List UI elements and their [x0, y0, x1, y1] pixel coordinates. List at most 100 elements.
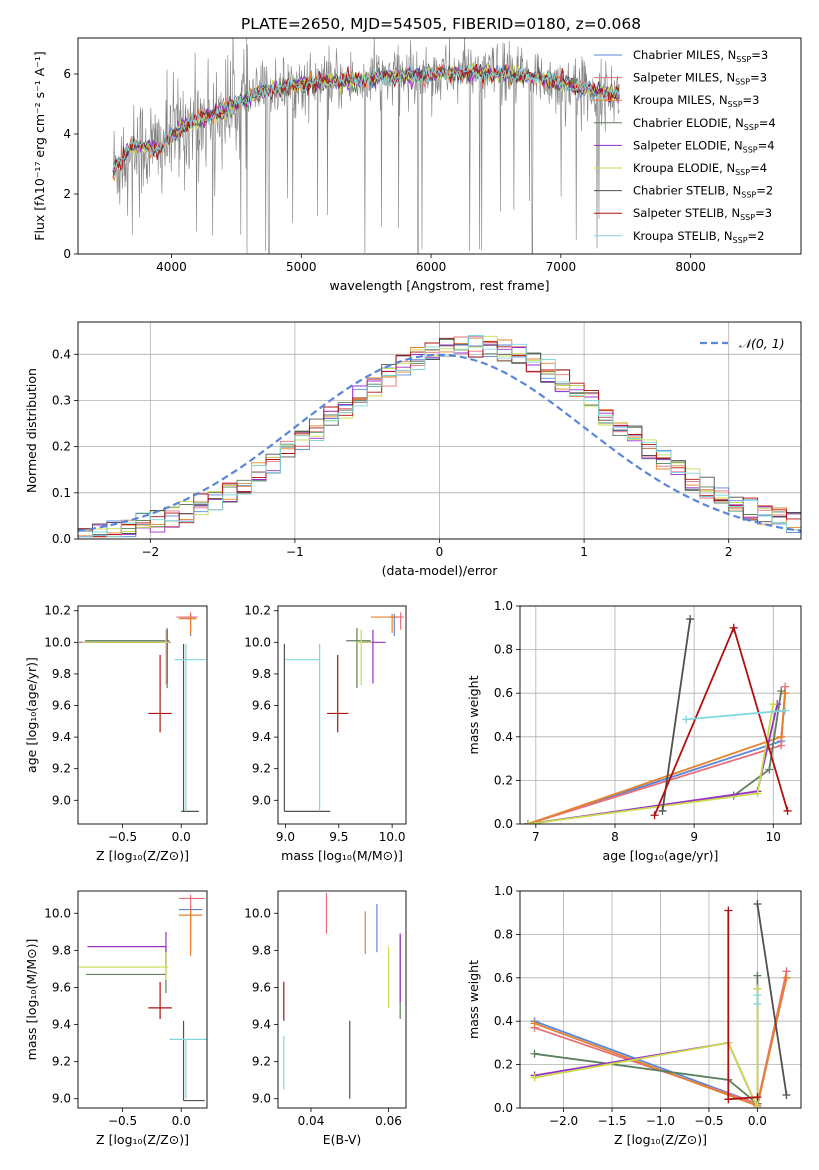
x-tick-label: 9.0	[276, 830, 295, 844]
y-tick-label: 9.2	[252, 762, 271, 776]
x-axis-label: (data-model)/error	[382, 563, 499, 578]
x-tick-label: 5000	[286, 260, 317, 274]
y-tick-label: 0.3	[52, 393, 71, 407]
legend-subscript: SSP	[735, 78, 750, 87]
y-tick-label: 0.4	[52, 347, 71, 361]
y-tick-label: 9.2	[52, 1055, 71, 1069]
legend-subscript: SSP	[735, 168, 750, 177]
y-tick-label: 0.1	[52, 486, 71, 500]
y-tick-label: 0.4	[494, 1014, 513, 1028]
plus-marker	[777, 687, 786, 696]
x-tick-label: 8	[611, 830, 619, 844]
axes-5: −0.5 0.0 9.0 9.2 9.4 9.6 9.8 10.0 Z [log₁₀(Z/Z⊙)…	[24, 890, 208, 1147]
x-tick-label: −1	[286, 545, 304, 559]
plus-marker	[530, 1019, 539, 1028]
axes-frame	[519, 605, 802, 825]
x-axis-label: Z [log₁₀(Z/Z⊙)]	[96, 1132, 189, 1147]
legend-text: Salpeter ELODIE, N	[633, 138, 743, 152]
legend-text: Salpeter MILES, N	[633, 71, 735, 85]
x-tick-label: −2	[141, 545, 159, 559]
legend-text: Kroupa MILES, N	[633, 93, 728, 107]
y-tick-label: 6	[63, 67, 71, 81]
y-tick-label: 9.0	[252, 1092, 271, 1106]
weight-line-salpeter-elodie	[534, 988, 759, 1108]
legend-count: =3	[750, 71, 767, 85]
x-tick-label: −2.0	[549, 1114, 578, 1128]
x-axis-label: Z [log₁₀(Z/Z⊙)]	[614, 1132, 707, 1147]
plot-content	[283, 612, 404, 812]
legend-subscript: SSP	[743, 145, 758, 154]
x-axis-label: Z [log₁₀(Z/Z⊙)]	[96, 848, 189, 863]
legend-text: Chabrier MILES, N	[633, 48, 736, 62]
x-tick-label: 6000	[416, 260, 447, 274]
plot-content	[78, 335, 801, 538]
y-tick-label: 9.4	[52, 730, 71, 744]
axes-3: 9.0 9.5 10.0 9.0 9.2 9.4 9.6 9.8 10.0 10.2 mass [l…	[244, 604, 407, 863]
plus-marker	[729, 623, 738, 632]
plus-marker	[777, 732, 786, 741]
y-tick-label: 9.8	[252, 943, 271, 957]
plus-marker	[765, 765, 774, 774]
model-spectrum-kroupa-stelib	[112, 63, 620, 171]
legend-entry: 𝒩(0, 1)	[739, 336, 785, 351]
figure-title: PLATE=2650, MJD=54505, FIBERID=0180, z=0…	[241, 15, 641, 33]
y-tick-label: 9.0	[52, 793, 71, 807]
y-axis-label: mass [log₁₀(M/M⊙)]	[24, 939, 39, 1061]
legend-subscript: SSP	[733, 236, 748, 245]
x-tick-label: 1	[580, 545, 588, 559]
plot-content	[112, 38, 620, 254]
plus-marker	[777, 741, 786, 750]
legend-text: Salpeter STELIB, N	[633, 206, 740, 220]
x-tick-label: 7000	[546, 260, 577, 274]
x-tick-label: 2	[725, 545, 733, 559]
legend-count: =2	[748, 229, 765, 243]
histogram-chabrier-stelib	[78, 335, 801, 534]
y-tick-label: 9.6	[252, 980, 271, 994]
legend-text: Chabrier STELIB, N	[633, 184, 741, 198]
axes-1: −2 −1 0 1 2 0.0 0.1 0.2 0.3 0.4 (data-model)/error…	[24, 321, 802, 578]
y-tick-label: 0.2	[52, 440, 71, 454]
x-tick-label: 0.0	[172, 1114, 191, 1128]
plus-marker	[782, 1090, 791, 1099]
plus-marker	[753, 991, 762, 1000]
plot-content	[283, 892, 401, 1099]
plus-marker	[686, 615, 695, 624]
legend-text: Chabrier ELODIE, N	[633, 116, 744, 130]
histogram-kroupa-stelib	[78, 335, 801, 538]
axes-frame	[277, 605, 407, 825]
y-tick-label: 9.8	[252, 667, 271, 681]
y-tick-label: 9.4	[252, 1018, 271, 1032]
legend-count: =4	[758, 138, 775, 152]
x-tick-label: 10.0	[379, 830, 406, 844]
legend-count: =3	[755, 206, 772, 220]
y-tick-label: 0.0	[494, 817, 513, 831]
legend-entry: Chabrier ELODIE, NSSP=4	[633, 116, 776, 132]
weight-line-kroupa-stelib	[686, 709, 786, 721]
histogram-salpeter-stelib	[78, 337, 801, 538]
plus-marker	[769, 700, 778, 709]
y-tick-label: 9.4	[252, 730, 271, 744]
x-tick-label: 0.04	[298, 1114, 325, 1128]
legend-count: =4	[759, 116, 776, 130]
x-tick-label: 0.06	[375, 1114, 402, 1128]
x-axis-label: wavelength [Angstrom, rest frame]	[329, 278, 549, 293]
axes-frame	[519, 890, 802, 1109]
x-axis-label: E(B-V)	[323, 1132, 362, 1147]
observed-spectrum	[112, 38, 620, 254]
y-tick-label: 0.8	[494, 927, 513, 941]
y-tick-label: 0.2	[494, 773, 513, 787]
axes-frame	[77, 37, 802, 255]
plus-marker	[523, 820, 532, 824]
legend-entry: Kroupa MILES, NSSP=3	[633, 93, 759, 109]
x-axis-label: age [log₁₀(age/yr)]	[603, 848, 719, 863]
legend-entry: Salpeter STELIB, NSSP=3	[633, 206, 772, 222]
plot-content	[530, 900, 791, 1108]
y-tick-label: 9.6	[52, 980, 71, 994]
legend-entry: Salpeter ELODIE, NSSP=4	[633, 138, 775, 154]
plot-content	[79, 612, 206, 812]
x-tick-label: 0.0	[172, 830, 191, 844]
weight-line-chabrier-stelib	[661, 618, 692, 812]
legend-subscript: SSP	[744, 123, 759, 132]
y-tick-label: 0.0	[52, 532, 71, 546]
